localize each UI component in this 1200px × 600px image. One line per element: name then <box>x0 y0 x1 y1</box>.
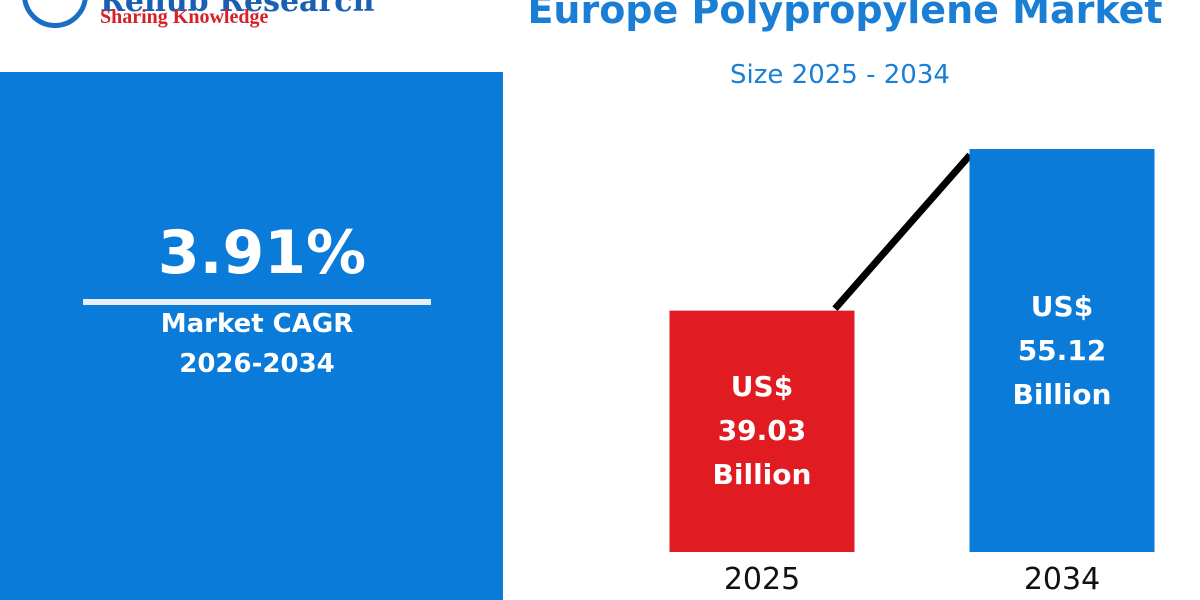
x-tick-label: 2034 <box>1023 562 1101 597</box>
cagr-value: 3.91% <box>157 218 367 288</box>
divider <box>83 299 431 305</box>
x-tick-label: 2025 <box>723 562 801 597</box>
logo-tagline: Sharing Knowledge <box>100 6 269 28</box>
cagr-panel <box>0 72 503 600</box>
connector <box>832 152 973 311</box>
bar <box>669 310 855 552</box>
value-label: US$ 39.03 Billion <box>712 370 812 492</box>
value-label: US$ 55.12 Billion <box>1012 289 1112 411</box>
chart-title: Europe Polypropylene Market <box>527 0 1163 32</box>
bar <box>969 149 1155 552</box>
cagr-period: 2026-2034 <box>179 349 335 379</box>
chart-subtitle: Size 2025 - 2034 <box>730 60 950 90</box>
cagr-label: Market CAGR <box>160 309 354 339</box>
logo-name: Renub Research <box>100 0 375 19</box>
